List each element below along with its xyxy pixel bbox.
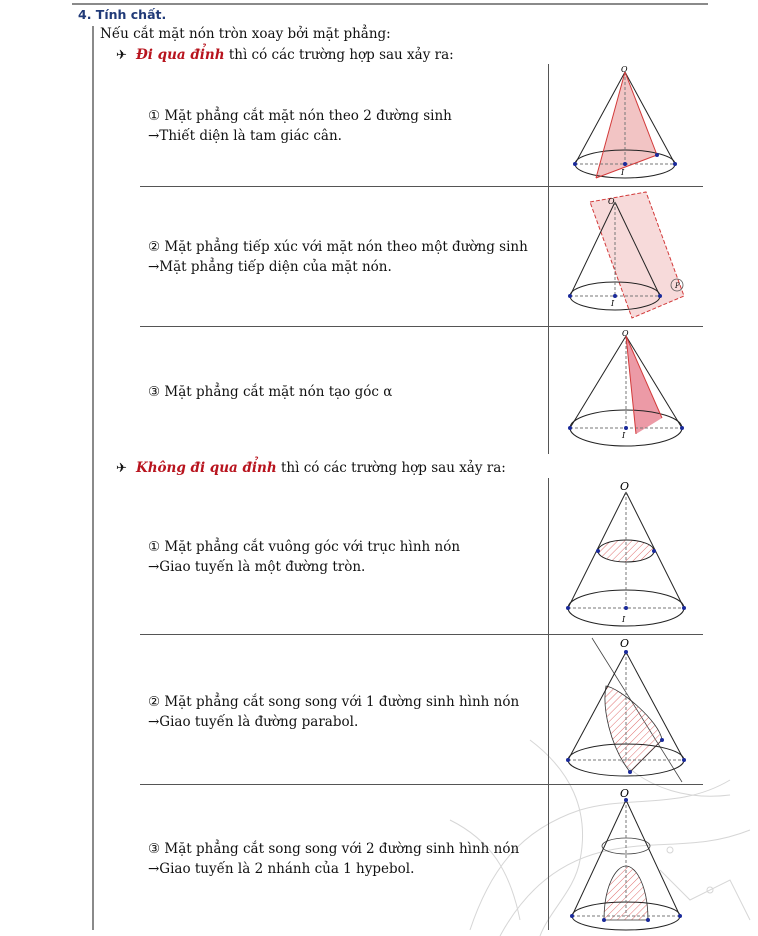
- cone-figure-angle: O I: [568, 329, 684, 447]
- svg-text:I: I: [621, 615, 626, 624]
- table-divider: [140, 326, 703, 327]
- watermark-sketch: [449, 739, 751, 936]
- intro-text: Nếu cắt mặt nón tròn xoay bởi mặt phẳng:: [100, 26, 391, 42]
- list-item: ① Mặt phẳng cắt mặt nón theo 2 đường sin…: [148, 108, 452, 144]
- cone-figure-hyperbola: O: [570, 787, 682, 931]
- svg-text:O: O: [620, 480, 629, 493]
- section-heading: 4. Tính chất.: [78, 7, 167, 22]
- svg-text:O: O: [620, 787, 629, 800]
- list-item: ② Mặt phẳng tiếp xúc với mặt nón theo mộ…: [148, 239, 528, 275]
- cone-figure-parabola: O: [566, 637, 686, 783]
- table-divider-vertical: [548, 64, 549, 454]
- cone-figure-circle: O I: [566, 480, 686, 627]
- top-rule: [72, 3, 708, 5]
- case-rest: thì có các trường hợp sau xảy ra:: [224, 47, 454, 63]
- cone-figure-tangent-plane: O I P: [568, 191, 685, 319]
- case-emphasis: Không đi qua đỉnh: [136, 460, 277, 476]
- list-item: ③ Mặt phẳng cắt mặt nón tạo góc α: [148, 384, 393, 400]
- svg-text:I: I: [610, 299, 615, 308]
- case-emphasis: Đi qua đỉnh: [136, 47, 225, 63]
- case-through-apex-header: ✈ Đi qua đỉnh thì có các trường hợp sau x…: [116, 47, 454, 63]
- svg-text:O: O: [621, 65, 628, 74]
- list-item: ② Mặt phẳng cắt song song với 1 đường si…: [148, 694, 520, 730]
- table-divider: [140, 186, 703, 187]
- table-divider-vertical: [548, 478, 549, 930]
- svg-text:I: I: [620, 168, 625, 177]
- svg-text:O: O: [608, 197, 615, 206]
- svg-text:P: P: [674, 282, 680, 290]
- airplane-bullet-icon: ✈: [116, 48, 127, 63]
- table-divider: [140, 784, 703, 785]
- case-rest: thì có các trường hợp sau xảy ra:: [276, 460, 506, 476]
- list-item: ① Mặt phẳng cắt vuông góc với trục hình …: [148, 539, 461, 575]
- airplane-bullet-icon: ✈: [116, 461, 127, 476]
- list-item: ③ Mặt phẳng cắt song song với 2 đường si…: [148, 841, 520, 877]
- cone-figure-isosceles: O I: [573, 65, 677, 179]
- table-divider: [140, 634, 703, 635]
- svg-text:I: I: [621, 431, 626, 440]
- svg-text:O: O: [620, 637, 629, 650]
- case-not-through-apex-header: ✈ Không đi qua đỉnh thì có các trường hợp…: [116, 460, 506, 476]
- svg-text:O: O: [622, 329, 629, 338]
- left-rule: [92, 26, 94, 930]
